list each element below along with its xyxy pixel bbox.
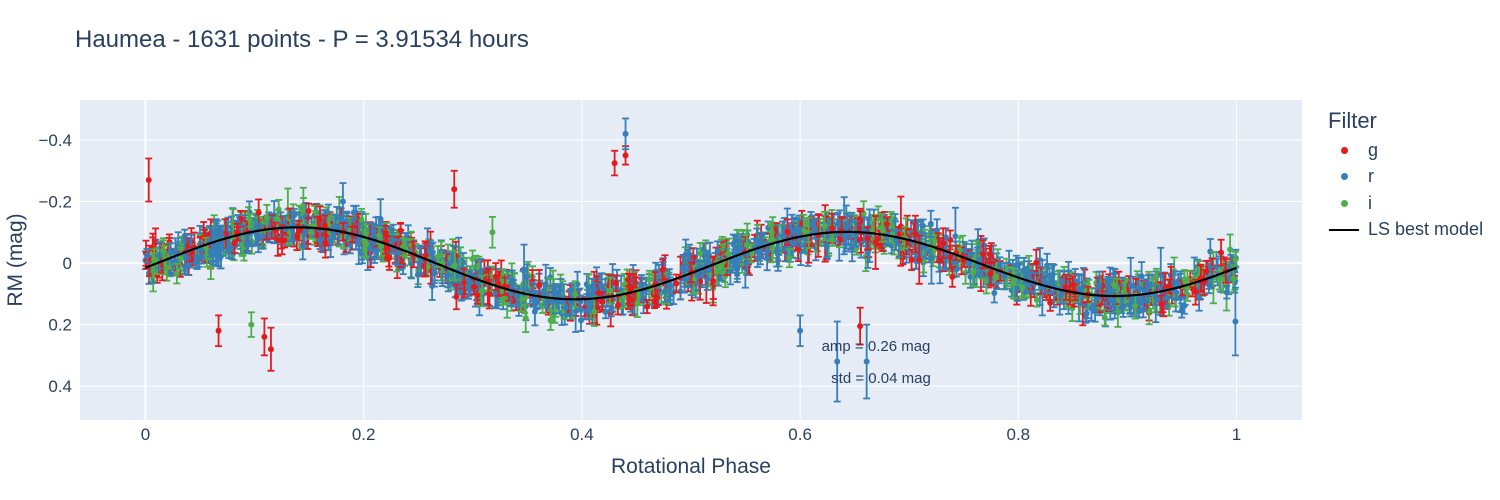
data-marker bbox=[255, 209, 262, 216]
data-marker bbox=[961, 247, 968, 254]
data-marker bbox=[545, 298, 552, 305]
x-tick-label: 0.8 bbox=[1007, 425, 1031, 444]
data-marker bbox=[178, 240, 185, 247]
data-marker bbox=[931, 238, 938, 245]
chart-title: Haumea - 1631 points - P = 3.91534 hours bbox=[75, 26, 529, 53]
data-marker bbox=[522, 314, 529, 321]
y-tick-label: 0 bbox=[63, 254, 72, 273]
y-tick-label: 0.4 bbox=[48, 377, 72, 396]
data-marker bbox=[1047, 299, 1054, 306]
y-tick-label: −0.4 bbox=[38, 131, 72, 150]
data-marker bbox=[800, 226, 807, 233]
series-r-point bbox=[676, 282, 684, 301]
x-tick-label: 0.2 bbox=[352, 425, 376, 444]
x-tick-label: 1 bbox=[1232, 425, 1241, 444]
data-marker bbox=[1138, 273, 1145, 280]
data-marker bbox=[458, 288, 465, 295]
series-i-point bbox=[522, 302, 530, 334]
data-marker bbox=[795, 245, 802, 252]
data-marker bbox=[928, 254, 935, 261]
data-marker bbox=[1044, 262, 1051, 269]
data-marker bbox=[952, 233, 959, 240]
series-g-point bbox=[814, 213, 822, 258]
y-tick-label: 0.2 bbox=[48, 316, 72, 335]
data-marker bbox=[274, 216, 281, 223]
y-tick-label: −0.2 bbox=[38, 193, 72, 212]
x-tick-label: 0 bbox=[141, 425, 150, 444]
data-marker bbox=[536, 281, 543, 288]
data-marker bbox=[460, 259, 467, 266]
data-marker bbox=[1120, 288, 1127, 295]
x-tick-label: 0.4 bbox=[570, 425, 594, 444]
data-marker bbox=[981, 242, 988, 249]
data-marker bbox=[1126, 301, 1133, 308]
data-marker bbox=[152, 239, 159, 246]
data-marker bbox=[207, 263, 214, 270]
series-g-point bbox=[1046, 294, 1054, 312]
x-tick-label: 0.6 bbox=[788, 425, 812, 444]
data-marker bbox=[933, 227, 940, 234]
data-marker bbox=[1227, 246, 1234, 253]
